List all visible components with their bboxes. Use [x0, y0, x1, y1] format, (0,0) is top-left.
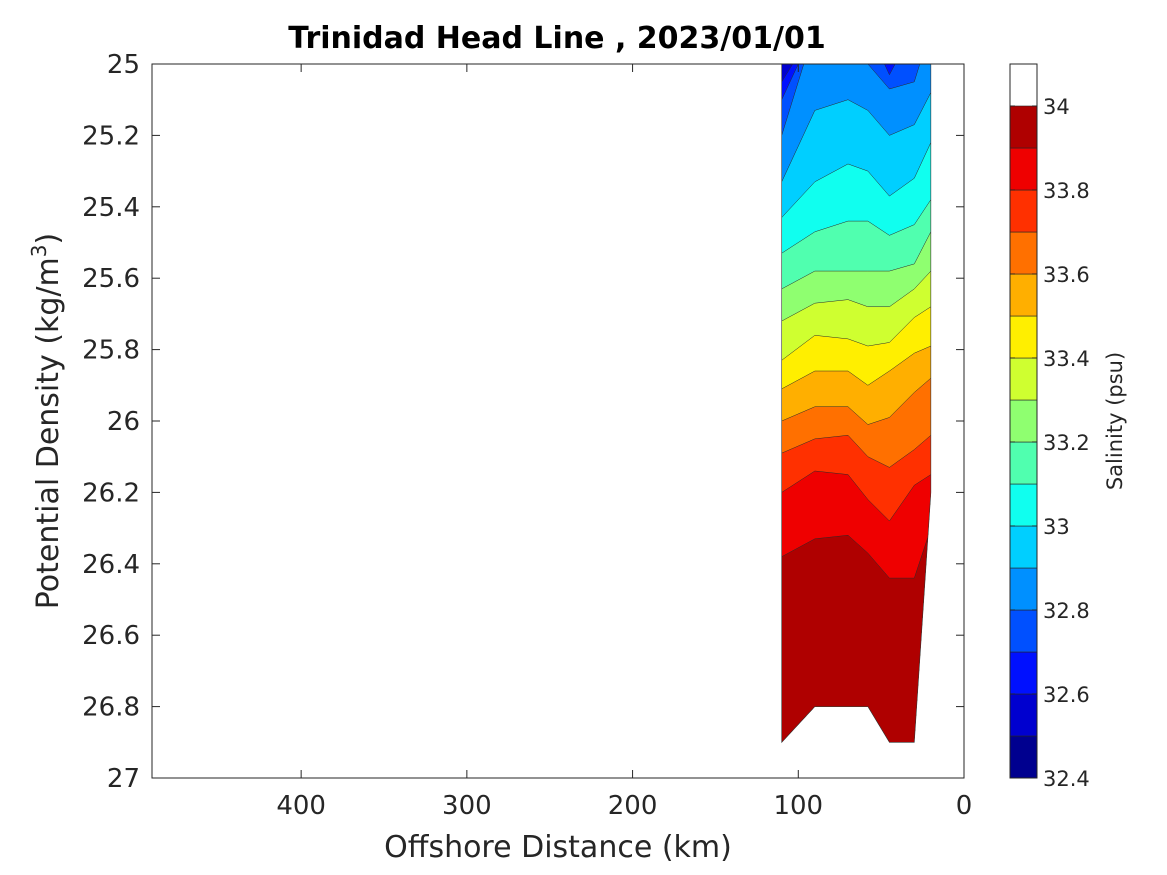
colorbar-ticks: 32.4 32.6 32.8 33 33.2 33.4 33.6 33.8 34 [1010, 95, 1090, 791]
y-tick-label: 26.2 [82, 478, 140, 508]
colorbar-tick-label: 33.6 [1043, 263, 1090, 287]
x-tick-label: 100 [773, 791, 823, 821]
contour-fill-layer [781, 64, 931, 743]
colorbar-segment [1009, 231, 1038, 275]
colorbar-segment [1009, 273, 1038, 317]
colorbar-segment [1009, 483, 1038, 527]
colorbar-tick-label: 33 [1043, 515, 1070, 539]
colorbar-segment [1009, 525, 1038, 569]
y-tick-label: 25.4 [82, 193, 140, 223]
y-tick-label: 27 [107, 764, 140, 794]
colorbar-frame [1009, 63, 1038, 779]
x-tick-label: 0 [956, 791, 973, 821]
colorbar-segment [1009, 189, 1038, 233]
y-tick-label: 25.6 [82, 264, 140, 294]
x-tick-label: 300 [442, 791, 492, 821]
contour-band [781, 527, 931, 743]
y-tick-label: 25 [107, 50, 140, 80]
colorbar-segment [1009, 735, 1038, 779]
x-axis-label: Offshore Distance (km) [384, 830, 732, 865]
colorbar-segment [1009, 693, 1038, 737]
x-tick-label: 200 [608, 791, 658, 821]
y-axis-label-close: ) [31, 233, 66, 245]
y-axis-label-superscript: 3 [27, 244, 51, 257]
colorbar-segment [1009, 567, 1038, 611]
colorbar-tick-label: 33.8 [1043, 179, 1090, 203]
colorbar-segment [1009, 147, 1038, 191]
chart-title: Trinidad Head Line , 2023/01/01 [288, 21, 825, 56]
colorbar-tick-label: 32.6 [1043, 683, 1090, 707]
x-axis-ticks: 400 300 200 100 0 [276, 64, 972, 821]
colorbar-segment [1009, 105, 1038, 149]
y-axis-label-text: Potential Density (kg/m [31, 257, 66, 609]
colorbar-segment [1009, 651, 1038, 695]
colorbar [1009, 105, 1038, 779]
colorbar-segment [1009, 357, 1038, 401]
colorbar-label: Salinity (psu) [1103, 352, 1127, 490]
colorbar-segment [1009, 441, 1038, 485]
y-axis-ticks: 25 25.2 25.4 25.6 25.8 26 26.2 26.4 26.6 26.8 27 [82, 50, 964, 794]
colorbar-tick-label: 33.4 [1043, 347, 1090, 371]
y-tick-label: 26 [107, 407, 140, 437]
y-tick-label: 26.8 [82, 693, 140, 723]
colorbar-segment [1009, 315, 1038, 359]
y-tick-label: 25.8 [82, 336, 140, 366]
colorbar-tick-label: 33.2 [1043, 431, 1090, 455]
colorbar-tick-label: 34 [1043, 95, 1070, 119]
y-axis-label: Potential Density (kg/m3) [27, 233, 66, 609]
colorbar-segment [1009, 609, 1038, 653]
colorbar-tick-label: 32.8 [1043, 599, 1090, 623]
colorbar-segment [1009, 399, 1038, 443]
colorbar-tick-label: 32.4 [1043, 767, 1090, 791]
x-tick-label: 400 [276, 791, 326, 821]
y-tick-label: 25.2 [82, 121, 140, 151]
y-tick-label: 26.6 [82, 621, 140, 651]
y-tick-label: 26.4 [82, 550, 140, 580]
